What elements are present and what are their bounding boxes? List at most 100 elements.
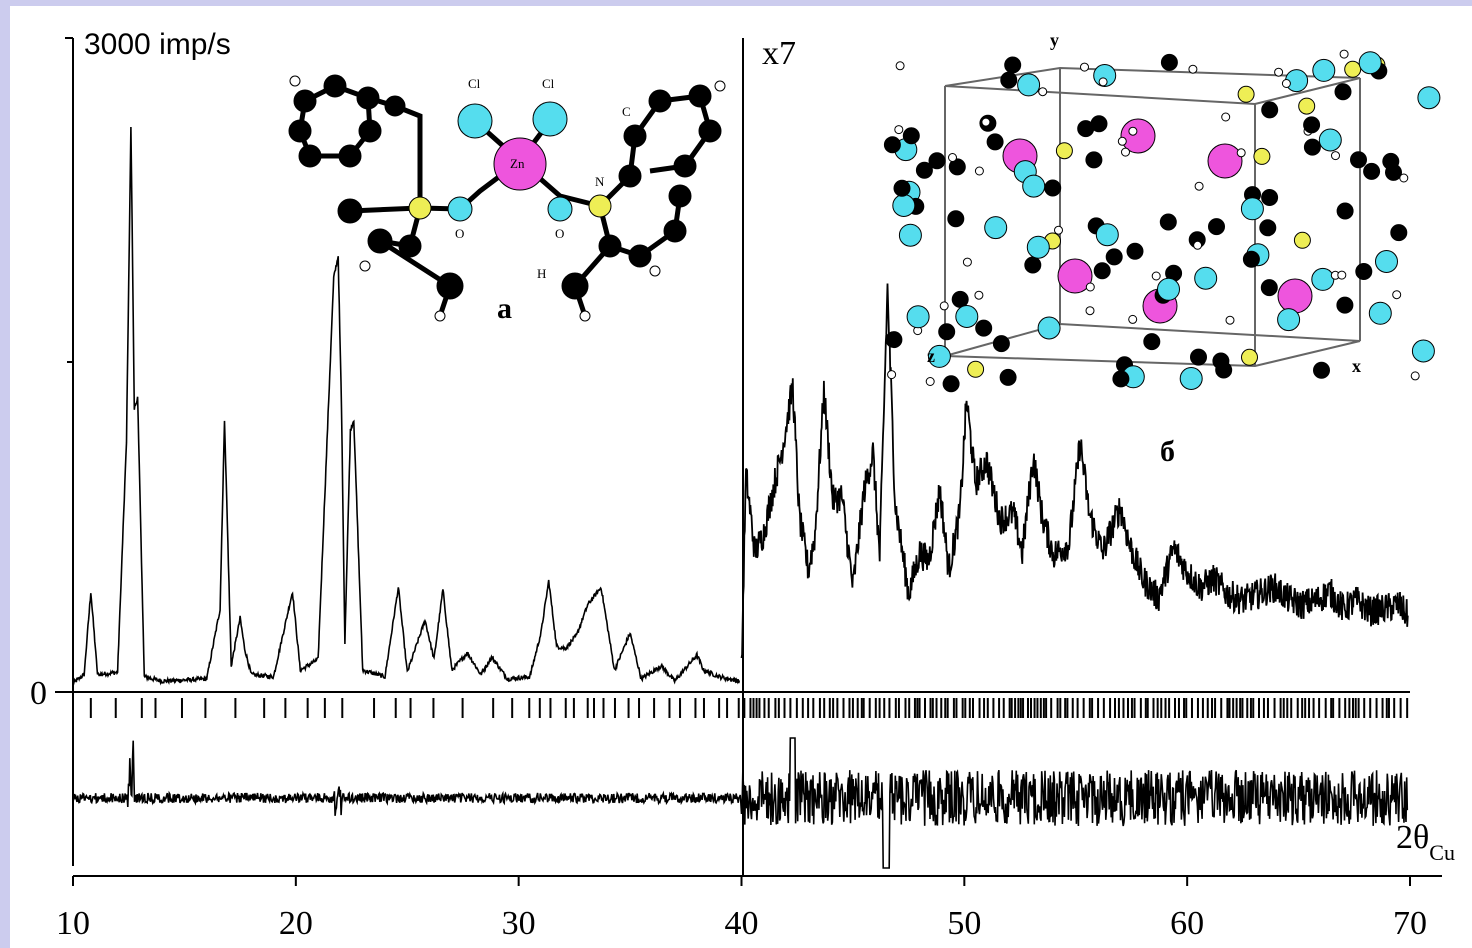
carbon-atom <box>976 320 992 336</box>
hydrogen-atom <box>896 62 904 70</box>
carbon-atom <box>289 120 311 142</box>
nitrogen-atom <box>1238 86 1254 102</box>
carbon-atom <box>1314 362 1330 378</box>
hydrogen-atom <box>1340 50 1348 58</box>
x-tick-label: 40 <box>725 905 759 942</box>
hydrogen-atom <box>1118 137 1126 145</box>
carbon-atom <box>664 220 686 242</box>
carbon-atom <box>368 229 392 253</box>
hydrogen-atom <box>895 126 903 134</box>
carbon-atom <box>1262 190 1278 206</box>
oxygen-atom <box>448 197 472 221</box>
carbon-atom <box>948 211 964 227</box>
molecule-bonds <box>300 86 710 316</box>
hydrogen-atom <box>975 291 983 299</box>
hydrogen-atom <box>949 154 957 162</box>
hydrogen-atom <box>1393 291 1401 299</box>
x-axis-label: 2θCu <box>1396 819 1455 865</box>
hydrogen-atom <box>982 118 990 126</box>
hydrogen-atom <box>1055 226 1063 234</box>
hydrogen-atom <box>435 311 445 321</box>
carbon-atom <box>1113 371 1129 387</box>
chlorine-oxygen-atom <box>1027 236 1049 258</box>
atom-label-o-1: O <box>455 226 464 241</box>
chlorine-oxygen-atom <box>1195 267 1217 289</box>
carbon-atom <box>674 155 696 177</box>
chlorine-oxygen-atom <box>1418 87 1440 109</box>
zinc-atom <box>1278 279 1312 313</box>
carbon-atom <box>1243 251 1259 267</box>
chlorine-oxygen-atom <box>1180 368 1202 390</box>
carbon-atom <box>1337 297 1353 313</box>
y-zero-label: 0 <box>30 675 47 712</box>
chlorine-oxygen-atom <box>899 224 921 246</box>
carbon-atom <box>359 120 381 142</box>
hydrogen-atom <box>1332 152 1340 160</box>
observed-line-observed_scaled_x7 <box>742 284 1408 659</box>
zinc-atom <box>1208 144 1242 178</box>
nitrogen-atom <box>968 361 984 377</box>
cell-axis-z: z <box>927 346 935 366</box>
hydrogen-atom <box>1222 113 1230 121</box>
carbon-atom <box>324 75 346 97</box>
hydrogen-atom <box>1411 372 1419 380</box>
cell-axis-y: y <box>1050 30 1059 50</box>
atom-label-n: N <box>595 174 605 189</box>
carbon-atom <box>1001 72 1017 88</box>
chlorine-oxygen-atom <box>1412 340 1434 362</box>
carbon-atom <box>886 332 902 348</box>
hydrogen-atom <box>888 371 896 379</box>
carbon-atom <box>562 273 588 299</box>
inset-label-b: б <box>1160 435 1175 468</box>
hydrogen-atom <box>1237 149 1245 157</box>
hydrogen-atom <box>1129 315 1137 323</box>
x-tick-label: 70 <box>1393 905 1427 942</box>
chlorine-atom <box>533 102 567 136</box>
hydrogen-atom <box>1226 316 1234 324</box>
carbon-atom <box>952 291 968 307</box>
x-tick-label: 50 <box>947 905 981 942</box>
chlorine-oxygen-atom <box>1018 74 1040 96</box>
carbon-atom <box>399 235 421 257</box>
x-axis-label-sub: Cu <box>1429 840 1455 865</box>
chlorine-oxygen-atom <box>1359 52 1381 74</box>
hydrogen-atom <box>1081 63 1089 71</box>
carbon-atom <box>1094 263 1110 279</box>
chlorine-atom <box>458 104 492 138</box>
carbon-atom <box>1364 163 1380 179</box>
carbon-atom <box>338 199 362 223</box>
carbon-atom <box>1005 57 1021 73</box>
carbon-atom <box>1383 153 1399 169</box>
observed-series <box>73 127 1408 684</box>
atom-label-c: C <box>622 104 631 119</box>
chlorine-oxygen-atom <box>1319 129 1341 151</box>
carbon-atom <box>649 90 671 112</box>
chlorine-oxygen-atom <box>1241 198 1263 220</box>
carbon-atom <box>339 145 361 167</box>
atom-label-o-2: O <box>555 226 564 241</box>
hydrogen-atom <box>715 81 725 91</box>
carbon-atom <box>437 273 463 299</box>
chlorine-oxygen-atom <box>907 306 929 328</box>
carbon-atom <box>1160 214 1176 230</box>
carbon-atom <box>884 137 900 153</box>
atom-label-cl-1: Cl <box>468 76 481 91</box>
hydrogen-atom <box>1275 68 1283 76</box>
carbon-atom <box>1391 225 1407 241</box>
hydrogen-atom <box>1282 80 1290 88</box>
carbon-atom <box>1262 102 1278 118</box>
x-tick-label: 30 <box>502 905 536 942</box>
hydrogen-atom <box>926 378 934 386</box>
carbon-atom <box>624 125 646 147</box>
chlorine-oxygen-atom <box>956 306 978 328</box>
carbon-atom <box>1025 257 1041 273</box>
carbon-atom <box>1000 369 1016 385</box>
carbon-atom <box>1260 220 1276 236</box>
hydrogen-atom <box>1194 241 1202 249</box>
atom-label-h: H <box>537 266 546 281</box>
xrd-figure: 3000 imp/s 0 x7 2θCu 10 20 30 40 50 60 70 <box>10 6 1472 948</box>
carbon-atom <box>903 128 919 144</box>
scale-note: x7 <box>762 35 796 72</box>
difference-curve <box>73 738 1407 868</box>
nitrogen-atom <box>589 195 611 217</box>
